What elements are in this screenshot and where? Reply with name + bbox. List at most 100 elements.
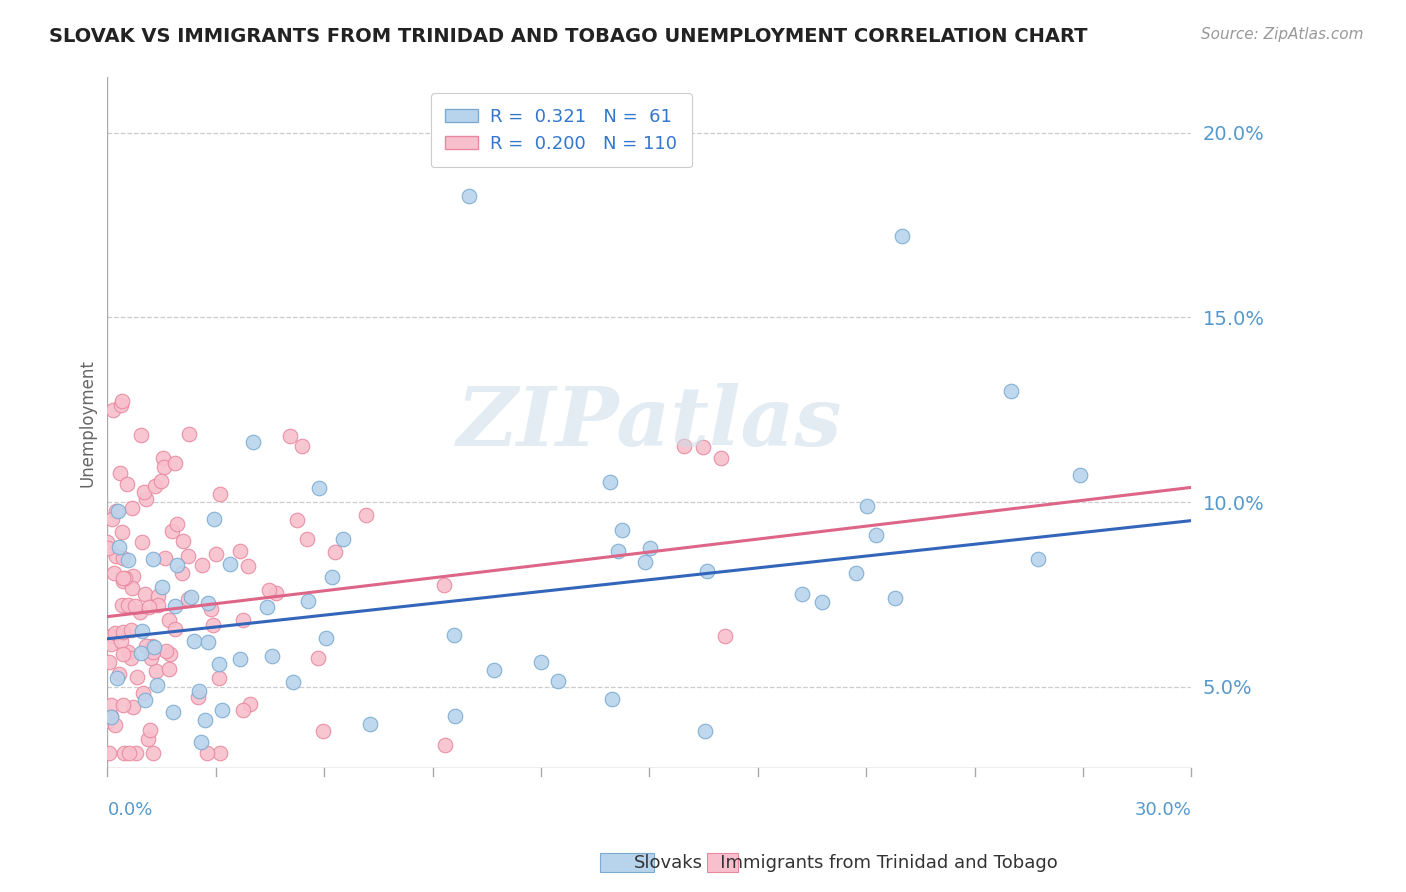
- Point: [433, 738, 456, 752]
- Point: [180, 591, 202, 605]
- Point: [131, 534, 153, 549]
- Point: [790, 587, 813, 601]
- Point: [97, 714, 120, 729]
- Point: [332, 532, 354, 546]
- Point: [117, 645, 139, 659]
- Point: [135, 492, 157, 507]
- Point: [166, 558, 188, 573]
- Point: [115, 476, 138, 491]
- Point: [155, 644, 177, 658]
- Point: [127, 670, 149, 684]
- Point: [118, 746, 141, 760]
- Point: [122, 569, 145, 583]
- Point: [285, 513, 308, 527]
- Point: [239, 697, 262, 711]
- Point: [159, 648, 181, 662]
- Text: ZIPatlas: ZIPatlas: [457, 383, 842, 463]
- Point: [108, 666, 131, 681]
- Point: [200, 602, 222, 616]
- Point: [110, 398, 132, 412]
- Point: [257, 582, 280, 597]
- Point: [100, 637, 122, 651]
- Point: [856, 499, 879, 513]
- Point: [103, 566, 125, 580]
- Point: [136, 731, 159, 746]
- Point: [673, 439, 696, 453]
- Point: [104, 718, 127, 732]
- Point: [121, 581, 143, 595]
- Point: [242, 435, 264, 450]
- Point: [883, 591, 905, 605]
- Point: [132, 686, 155, 700]
- Point: [138, 599, 160, 614]
- Point: [112, 746, 135, 760]
- Point: [110, 634, 132, 648]
- Point: [177, 549, 200, 563]
- Text: Immigrants from Trinidad and Tobago: Immigrants from Trinidad and Tobago: [703, 855, 1057, 872]
- Point: [124, 746, 146, 760]
- Point: [1069, 468, 1091, 483]
- Point: [692, 440, 714, 454]
- Point: [204, 512, 226, 526]
- Point: [111, 599, 134, 613]
- Point: [278, 428, 301, 442]
- Point: [195, 746, 218, 760]
- Point: [219, 557, 242, 571]
- Point: [1000, 384, 1022, 399]
- Point: [155, 551, 177, 566]
- Point: [143, 640, 166, 654]
- Point: [208, 657, 231, 672]
- Point: [172, 533, 194, 548]
- Point: [105, 549, 128, 564]
- Point: [307, 650, 329, 665]
- Point: [162, 706, 184, 720]
- Point: [150, 580, 173, 594]
- Point: [148, 589, 170, 603]
- Point: [100, 709, 122, 723]
- Point: [111, 624, 134, 639]
- Point: [131, 624, 153, 638]
- Point: [141, 639, 163, 653]
- Text: 0.0%: 0.0%: [107, 801, 153, 819]
- Point: [607, 544, 630, 558]
- Point: [100, 710, 122, 724]
- Point: [142, 551, 165, 566]
- Point: [101, 402, 124, 417]
- Point: [98, 746, 121, 760]
- Point: [134, 693, 156, 707]
- Point: [232, 703, 254, 717]
- Point: [104, 503, 127, 517]
- Point: [124, 599, 146, 614]
- Point: [114, 571, 136, 585]
- Point: [696, 564, 718, 578]
- Legend: R =  0.321   N =  61, R =  0.200   N = 110: R = 0.321 N = 61, R = 0.200 N = 110: [430, 94, 692, 168]
- Point: [145, 678, 167, 692]
- Point: [117, 598, 139, 612]
- Point: [142, 645, 165, 659]
- Point: [283, 675, 305, 690]
- Point: [97, 541, 120, 555]
- Point: [211, 702, 233, 716]
- Point: [633, 555, 655, 569]
- Point: [108, 466, 131, 480]
- Point: [177, 427, 200, 442]
- Point: [146, 598, 169, 612]
- Point: [197, 596, 219, 610]
- Point: [484, 663, 506, 677]
- Point: [205, 547, 228, 561]
- Point: [120, 623, 142, 637]
- Point: [208, 746, 231, 760]
- Point: [105, 672, 128, 686]
- Point: [208, 671, 231, 685]
- Text: 30.0%: 30.0%: [1135, 801, 1191, 819]
- Point: [132, 485, 155, 500]
- Point: [256, 599, 278, 614]
- Point: [145, 664, 167, 678]
- Point: [176, 592, 198, 607]
- Point: [610, 523, 633, 537]
- Point: [194, 714, 217, 728]
- Point: [260, 649, 283, 664]
- Point: [197, 635, 219, 649]
- Point: [166, 517, 188, 532]
- Text: Slovaks: Slovaks: [634, 855, 703, 872]
